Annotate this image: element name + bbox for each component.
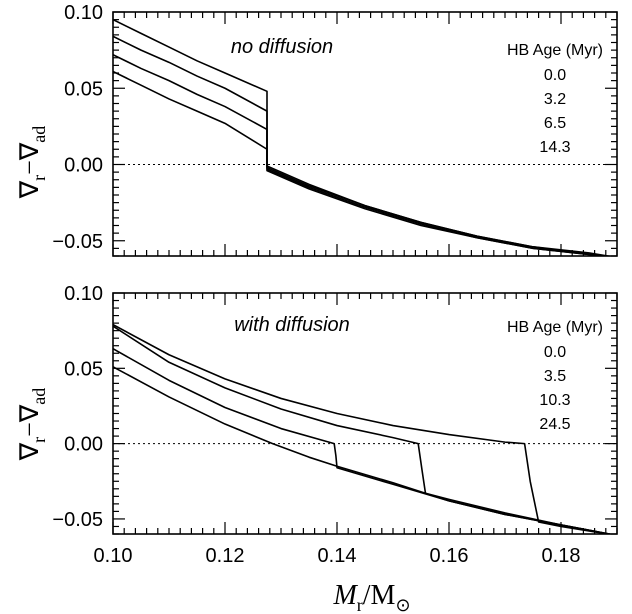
panel-with-diffusion: 0.10 0.05 0.00 −0.05 0.10 0.12 0.14 0.16 0.18 wit…	[52, 283, 618, 567]
x-tick-label: 0.12	[206, 545, 245, 567]
panel-no-diffusion: 0.10 0.05 0.00 −0.05 no diffusion HB Age (Myr…	[52, 2, 618, 257]
y-tick-label: 0.05	[64, 358, 103, 380]
series-line-0	[113, 323, 613, 534]
y-tick-label: 0.00	[64, 434, 103, 456]
legend-title: HB Age (Myr)	[507, 319, 603, 336]
series-line-2	[113, 53, 611, 256]
y-axis-title-top: ∇r−∇ad	[15, 126, 49, 199]
y-tick-label: 0.10	[64, 2, 103, 24]
legend-entry: 3.5	[544, 368, 566, 385]
tick-marks	[112, 292, 618, 535]
x-tick-label: 0.14	[318, 545, 357, 567]
panel-label: no diffusion	[231, 36, 333, 58]
y-tick-label: 0.00	[64, 155, 103, 177]
legend-entry: 3.2	[544, 91, 566, 108]
x-tick-label: 0.10	[94, 545, 133, 567]
legend-entry: 24.5	[539, 416, 570, 433]
legend-title: HB Age (Myr)	[507, 42, 603, 59]
series-line-1	[113, 325, 614, 534]
series-line-1	[113, 35, 611, 256]
series-line-3	[113, 366, 614, 534]
y-tick-label: 0.05	[64, 78, 103, 100]
x-tick-label: 0.16	[430, 545, 469, 567]
legend-entry: 0.0	[544, 67, 566, 84]
series-line-3	[113, 70, 611, 256]
series-line-2	[113, 348, 614, 534]
y-tick-label: 0.10	[64, 283, 103, 305]
legend-entry: 10.3	[539, 392, 570, 409]
tick-marks	[112, 11, 618, 257]
y-tick-label: −0.05	[52, 509, 103, 531]
legend-entry: 14.3	[539, 139, 570, 156]
legend-entry: 6.5	[544, 115, 566, 132]
y-axis-title-bottom: ∇r−∇ad	[15, 388, 49, 461]
panel-label: with diffusion	[234, 314, 350, 336]
x-axis-title: Mr/M⊙	[332, 580, 410, 614]
legend-entry: 0.0	[544, 344, 566, 361]
x-tick-label: 0.18	[542, 545, 581, 567]
y-tick-label: −0.05	[52, 231, 103, 253]
